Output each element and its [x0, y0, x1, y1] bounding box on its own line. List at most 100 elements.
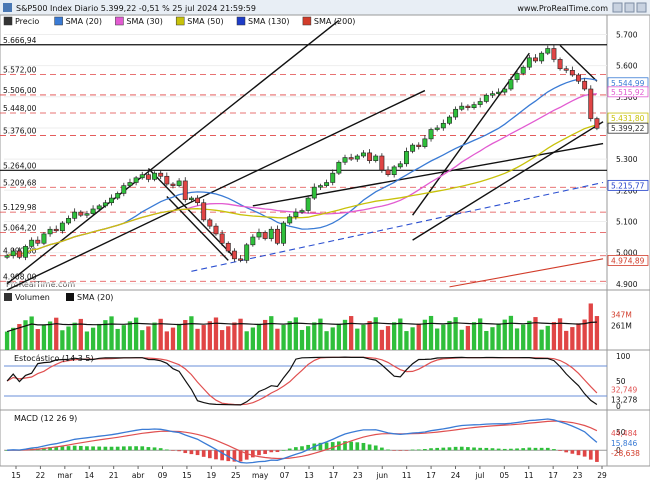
chart-title: S&P500 Index Diario 5.399,22 -0,51 % 25 …: [16, 4, 256, 13]
macd-histogram-bar: [521, 448, 526, 451]
candle-up: [391, 166, 397, 175]
volume-bar: [23, 320, 28, 350]
volume-bar: [60, 330, 65, 350]
volume-bar: [195, 328, 200, 350]
candle-down: [78, 211, 84, 216]
candle-up: [539, 52, 545, 62]
volume-bar: [545, 325, 550, 350]
macd-histogram-bar: [588, 450, 593, 460]
candle-up: [59, 222, 65, 232]
macd-histogram-bar: [564, 450, 569, 453]
macd-histogram-bar: [343, 441, 347, 451]
legend-swatch: [66, 293, 74, 301]
volume-bar: [29, 316, 34, 350]
macd-histogram-bar: [318, 442, 323, 451]
volume-bar: [146, 326, 151, 350]
candle-down: [182, 180, 188, 200]
volume-bar: [78, 318, 83, 350]
volume-bar: [404, 331, 409, 350]
last-value-box: [607, 86, 649, 98]
candle-down: [201, 202, 207, 221]
macd-histogram-bar: [324, 442, 329, 451]
volume-bar: [441, 324, 446, 350]
last-value-label: 5.399,22: [611, 124, 645, 133]
trendline: [449, 258, 604, 288]
volume-bar: [189, 316, 194, 350]
macd-histogram-bar: [502, 448, 507, 451]
stoch-last-value: 13,278: [611, 395, 637, 404]
volume-bar: [398, 318, 403, 350]
volume-bar: [379, 329, 385, 350]
macd-histogram-bar: [275, 450, 280, 453]
price-tick-label: 5.500: [616, 93, 638, 102]
volume-bar: [410, 327, 415, 350]
candle-down: [533, 57, 538, 62]
level-label: 5.264,00: [3, 161, 37, 170]
volume-bar: [293, 317, 299, 350]
x-tick-label: 17: [548, 471, 558, 480]
macd-histogram-bar: [527, 447, 532, 451]
macd-histogram-bar: [300, 446, 304, 451]
maximize-window-icon[interactable]: [624, 2, 635, 13]
volume-bar: [490, 327, 495, 350]
candle-up: [109, 197, 114, 204]
volume-bar: [336, 323, 342, 350]
candle-up: [311, 186, 317, 199]
volume-bar: [594, 316, 600, 350]
x-tick-label: 17: [426, 471, 436, 480]
candle-up: [84, 213, 90, 216]
candle-down: [35, 239, 41, 244]
volume-bar: [435, 328, 440, 350]
candle-up: [496, 91, 502, 94]
price-tick-label: 5.200: [616, 186, 638, 195]
x-tick-label: 24: [451, 471, 461, 480]
x-tick-label: 14: [84, 471, 94, 480]
candle-up: [29, 239, 35, 247]
macd-last-value: -28,638: [611, 449, 640, 458]
macd-histogram-bar: [287, 448, 292, 451]
macd-histogram-bar: [392, 450, 397, 451]
candle-up: [256, 232, 262, 238]
stoch-tick-label: 0: [616, 402, 621, 411]
candle-up: [41, 233, 47, 244]
volume-bar: [570, 327, 575, 350]
legend-swatch: [115, 16, 124, 26]
volume-bar: [262, 319, 268, 350]
candle-down: [379, 155, 385, 171]
volume-bar: [514, 328, 520, 350]
volume-bar: [416, 323, 421, 350]
last-value-label: 5.544,99: [611, 79, 645, 88]
candle-up: [514, 73, 520, 80]
candle-up: [293, 211, 299, 218]
macd-histogram-bar: [330, 442, 335, 451]
legend-label: SMA (130): [248, 17, 290, 26]
volume-bar: [115, 328, 120, 350]
last-value-label: 5.515,92: [611, 88, 645, 97]
close-window-icon[interactable]: [612, 2, 623, 13]
macd-histogram-bar: [294, 447, 298, 451]
level-label: 5.506,00: [3, 86, 37, 95]
macd-histogram-bar: [152, 447, 157, 451]
macd-histogram-bar: [171, 450, 175, 451]
macd-histogram-bar: [146, 447, 151, 451]
candle-up: [526, 57, 532, 68]
volume-bar: [484, 330, 489, 350]
volume-bar: [133, 317, 139, 350]
volume-sma-line: [6, 321, 597, 333]
volume-last-value: 347M: [611, 311, 632, 320]
candle-down: [238, 258, 244, 261]
macd-histogram-bar: [121, 446, 126, 451]
x-tick-label: mar: [57, 471, 73, 480]
candle-down: [145, 174, 151, 180]
x-tick-label: jul: [474, 471, 484, 480]
volume-bar: [447, 320, 452, 350]
minimize-window-icon[interactable]: [636, 2, 647, 13]
macd-histogram-bar: [361, 442, 366, 451]
volume-bar: [17, 324, 22, 350]
macd-last-value: 44,484: [611, 429, 637, 438]
macd-histogram-bar: [355, 442, 360, 451]
x-tick-label: 25: [231, 471, 241, 480]
volume-bar: [176, 323, 182, 350]
macd-histogram-bar: [115, 446, 120, 451]
candle-up: [453, 108, 459, 118]
